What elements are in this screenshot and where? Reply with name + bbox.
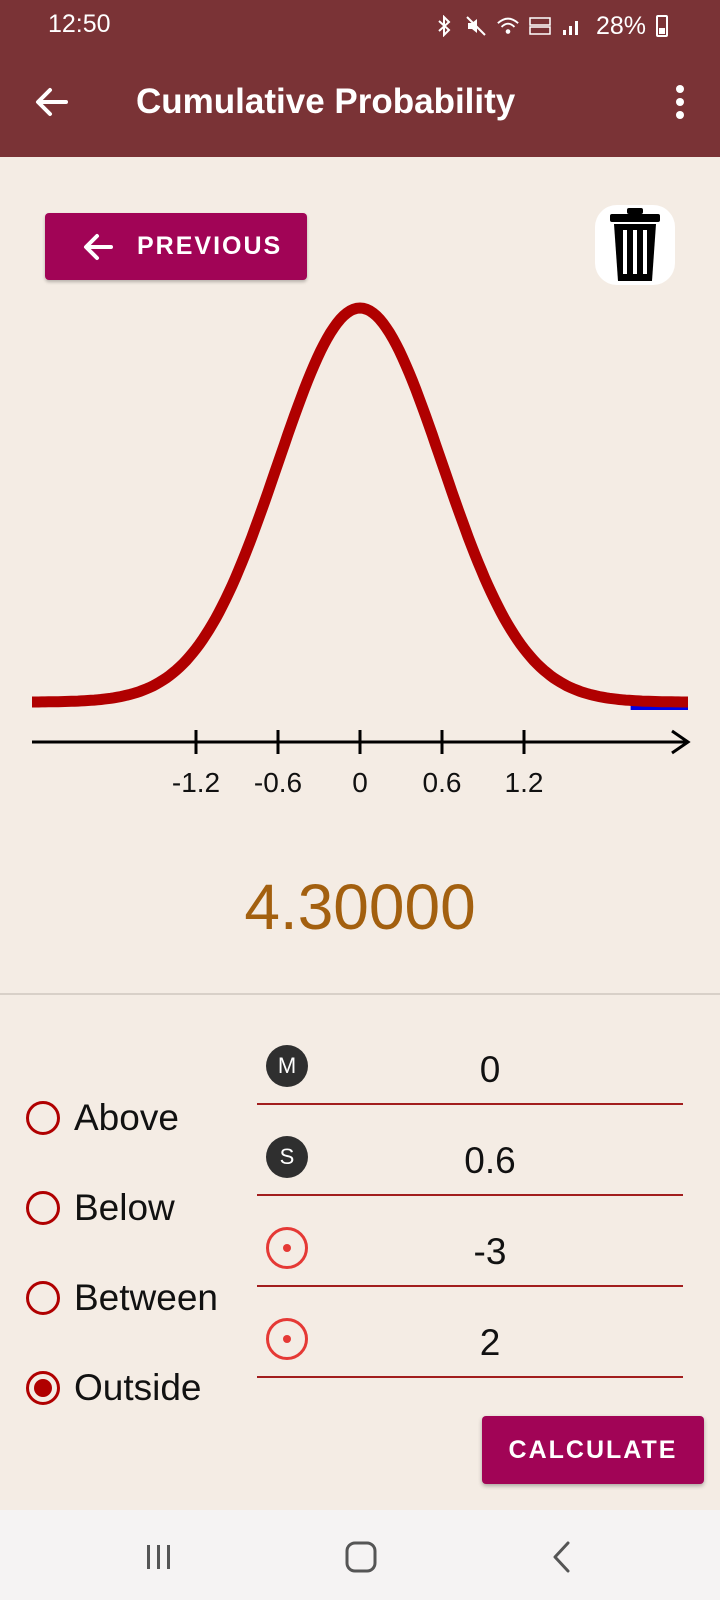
upper-bound-input[interactable]: 2 bbox=[479, 1322, 501, 1363]
radio-between[interactable] bbox=[26, 1281, 60, 1315]
trash-icon[interactable] bbox=[595, 205, 675, 285]
lower-bound-field[interactable]: -3 bbox=[257, 1215, 683, 1287]
status-icons: 28% bbox=[432, 8, 668, 44]
app-bar: Cumulative Probability bbox=[0, 52, 720, 157]
sd-input[interactable]: 0.6 bbox=[464, 1140, 516, 1181]
option-label: Between bbox=[74, 1277, 218, 1318]
upper-bound-field[interactable]: 2 bbox=[257, 1306, 683, 1378]
normal-curve-line bbox=[32, 302, 688, 708]
status-bar: 12:50 28% bbox=[0, 0, 720, 52]
previous-button[interactable]: PREVIOUS bbox=[45, 213, 307, 280]
x-tick-label: 1.2 bbox=[505, 767, 544, 798]
more-vert-icon[interactable] bbox=[670, 80, 690, 124]
mean-badge-icon: M bbox=[266, 1045, 308, 1087]
target-icon bbox=[266, 1227, 308, 1269]
system-nav-bar bbox=[0, 1510, 720, 1600]
arrow-left-icon bbox=[81, 230, 115, 264]
option-outside[interactable]: Outside bbox=[26, 1364, 202, 1412]
signal-icon bbox=[560, 14, 584, 38]
sd-badge-icon: S bbox=[266, 1136, 308, 1178]
lte-icon bbox=[528, 14, 552, 38]
page-title: Cumulative Probability bbox=[136, 82, 516, 121]
home-icon[interactable] bbox=[336, 1532, 386, 1582]
radio-selected-dot bbox=[34, 1379, 52, 1397]
x-tick-label: -1.2 bbox=[172, 767, 220, 798]
result-value: 4.30000 bbox=[244, 871, 476, 943]
option-label: Above bbox=[74, 1097, 179, 1138]
battery-percent: 28% bbox=[595, 11, 646, 40]
back-arrow-icon[interactable] bbox=[30, 80, 74, 124]
x-tick-label: 0 bbox=[352, 767, 368, 798]
wifi-icon bbox=[496, 14, 520, 38]
mute-icon bbox=[464, 14, 488, 38]
calculate-button[interactable]: CALCULATE bbox=[482, 1416, 704, 1484]
target-icon bbox=[266, 1318, 308, 1360]
bluetooth-icon bbox=[432, 14, 456, 38]
radio-outside[interactable] bbox=[26, 1371, 60, 1405]
mean-input[interactable]: 0 bbox=[479, 1049, 501, 1090]
recents-icon[interactable] bbox=[134, 1532, 184, 1582]
radio-below[interactable] bbox=[26, 1191, 60, 1225]
distribution-chart: -1.2 -0.6 0 0.6 1.2 bbox=[32, 302, 691, 798]
divider bbox=[0, 993, 720, 995]
x-tick-label: -0.6 bbox=[254, 767, 302, 798]
mean-field[interactable]: M 0 bbox=[257, 1033, 683, 1105]
x-tick-label: 0.6 bbox=[423, 767, 462, 798]
sd-field[interactable]: S 0.6 bbox=[257, 1124, 683, 1196]
status-time: 12:50 bbox=[48, 10, 111, 38]
radio-above[interactable] bbox=[26, 1101, 60, 1135]
previous-label: PREVIOUS bbox=[137, 232, 283, 260]
option-label: Below bbox=[74, 1187, 175, 1228]
back-nav-icon[interactable] bbox=[538, 1532, 588, 1582]
option-label: Outside bbox=[74, 1367, 202, 1408]
lower-bound-input[interactable]: -3 bbox=[473, 1231, 507, 1272]
battery-icon bbox=[656, 15, 668, 37]
x-axis-arrow-icon bbox=[671, 729, 691, 755]
option-between[interactable]: Between bbox=[26, 1274, 218, 1322]
option-below[interactable]: Below bbox=[26, 1184, 175, 1232]
option-above[interactable]: Above bbox=[26, 1094, 179, 1142]
